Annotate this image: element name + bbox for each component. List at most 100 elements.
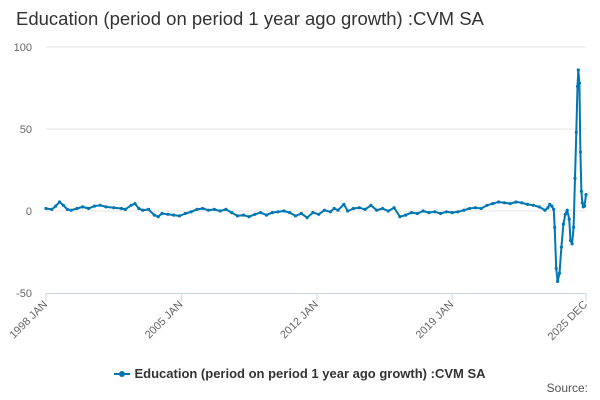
data-point	[392, 206, 396, 210]
data-point	[299, 211, 303, 216]
data-point	[87, 206, 91, 211]
data-point	[485, 203, 489, 207]
data-point	[554, 266, 558, 270]
data-point	[270, 211, 274, 215]
data-point	[404, 213, 408, 217]
data-point	[559, 245, 564, 249]
data-point	[81, 205, 85, 209]
data-point	[550, 204, 554, 208]
data-point	[386, 209, 390, 213]
data-point	[212, 207, 216, 211]
data-point	[363, 207, 367, 211]
data-point	[579, 189, 584, 193]
data-point	[224, 207, 228, 211]
data-point	[201, 206, 205, 211]
data-point	[568, 238, 573, 243]
data-point	[553, 225, 557, 229]
data-point	[468, 206, 472, 211]
x-tick-label: 2019 JAN	[414, 299, 457, 342]
data-point	[183, 211, 187, 216]
data-point	[65, 207, 69, 211]
data-point	[54, 204, 58, 208]
data-point	[160, 211, 164, 216]
y-tick-label: 0	[26, 206, 32, 218]
data-point	[276, 210, 280, 214]
data-point	[409, 211, 414, 215]
data-point	[563, 212, 567, 216]
data-point	[189, 210, 193, 214]
data-point	[259, 211, 263, 215]
data-point	[166, 212, 170, 216]
data-point	[552, 207, 556, 211]
data-point	[119, 206, 123, 211]
data-point	[561, 222, 566, 226]
data-point	[206, 208, 211, 212]
data-point	[433, 210, 437, 214]
data-point	[576, 68, 580, 72]
data-point	[152, 213, 156, 217]
data-point	[497, 200, 501, 204]
data-point	[98, 203, 102, 207]
data-point	[580, 201, 584, 205]
data-point	[332, 206, 336, 211]
data-point	[311, 211, 315, 215]
x-tick-label: 2025 DEC	[546, 299, 590, 343]
data-point	[479, 206, 483, 211]
data-point	[322, 208, 327, 212]
data-point	[218, 209, 222, 213]
data-point	[57, 200, 62, 204]
data-point	[346, 209, 350, 213]
legend-series-marker	[114, 370, 131, 377]
data-point	[112, 206, 116, 210]
data-point	[572, 225, 576, 229]
data-point	[574, 130, 578, 134]
data-point	[50, 207, 54, 211]
data-point	[444, 210, 448, 214]
data-point	[427, 211, 431, 215]
series-line	[45, 69, 587, 283]
data-point	[172, 213, 176, 217]
data-point	[195, 207, 199, 211]
data-point	[531, 203, 536, 207]
data-point	[264, 213, 269, 217]
data-point	[421, 209, 425, 213]
data-point	[520, 201, 524, 205]
data-point	[305, 216, 309, 220]
data-point	[133, 202, 137, 206]
x-tick-label: 1998 JAN	[7, 299, 50, 342]
data-point	[502, 201, 506, 205]
data-point	[141, 208, 145, 212]
data-point	[556, 279, 560, 284]
data-point	[293, 214, 298, 218]
data-point	[288, 211, 292, 215]
data-point	[577, 81, 582, 85]
y-tick-label: 50	[20, 124, 32, 136]
data-point	[514, 200, 518, 204]
data-point	[557, 271, 562, 275]
data-point	[369, 203, 373, 207]
y-tick-label: 100	[14, 42, 32, 54]
data-point	[146, 207, 151, 211]
data-point	[473, 206, 477, 210]
data-point	[565, 208, 569, 212]
data-point	[582, 204, 587, 208]
data-point	[456, 210, 460, 214]
data-point	[129, 203, 133, 207]
data-point	[491, 202, 495, 206]
data-point	[439, 211, 443, 216]
data-point	[342, 202, 346, 206]
data-point	[578, 150, 583, 154]
data-point	[543, 208, 547, 212]
data-point	[575, 84, 580, 88]
data-point	[241, 213, 245, 217]
data-point	[351, 206, 356, 211]
data-point	[61, 203, 65, 207]
data-point	[235, 214, 240, 218]
chart-legend[interactable]: Education (period on period 1 year ago g…	[0, 366, 600, 381]
source-label[interactable]: Source:	[546, 381, 588, 395]
data-point	[398, 215, 402, 219]
data-point	[584, 193, 588, 197]
legend-series-label: Education (period on period 1 year ago g…	[134, 366, 486, 381]
data-point	[156, 215, 160, 219]
